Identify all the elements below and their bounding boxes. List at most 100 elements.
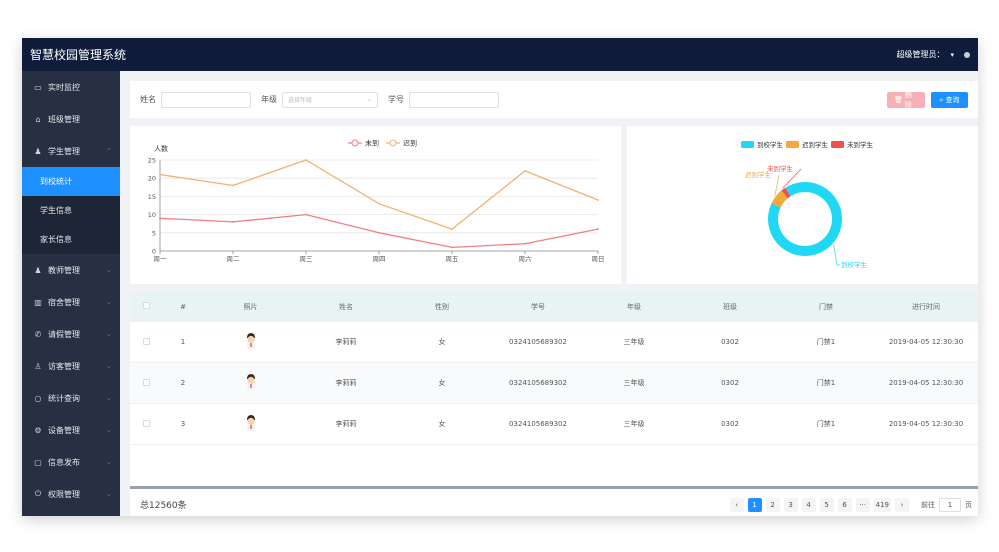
slice-label: 迟到学生 — [745, 170, 772, 179]
data-point — [524, 242, 526, 245]
y-tick-label: 25 — [148, 157, 156, 165]
avatar — [246, 374, 255, 390]
table-cell-student-no: 0324105689302 — [509, 338, 567, 346]
series-line-未到 — [159, 213, 599, 249]
row-checkbox[interactable] — [130, 419, 163, 429]
sidebar-item[interactable]: ○ 统计查询 ⌄ — [22, 382, 120, 414]
table-cell-student-no: 0324105689302 — [509, 420, 567, 428]
page-button[interactable]: 3 — [783, 498, 798, 512]
page-button[interactable]: 4 — [801, 498, 816, 512]
legend-label[interactable]: 到校学生 — [757, 140, 784, 149]
x-tick-label: 周五 — [446, 255, 460, 263]
chevron-down-icon[interactable]: ▾ — [950, 50, 954, 59]
user-menu[interactable]: 超级管理员： ▾ — [896, 49, 970, 60]
series-line-迟到 — [159, 159, 599, 230]
legend-marker[interactable] — [389, 139, 397, 147]
x-tick-label: 周日 — [592, 255, 605, 263]
column-header: 门禁 — [819, 302, 833, 311]
sidebar-item[interactable]: ▢ 信息发布 ⌄ — [22, 446, 120, 478]
row-checkbox[interactable] — [130, 337, 163, 347]
sidebar-item[interactable]: ⏻ 权限管理 ⌄ — [22, 478, 120, 510]
page-button[interactable]: 5 — [819, 498, 834, 512]
table-cell-gender: 女 — [438, 338, 446, 346]
user-label: 超级管理员： — [896, 50, 945, 59]
name-input[interactable] — [161, 91, 251, 108]
table-cell-class: 0302 — [721, 420, 739, 428]
table-cell-gender: 女 — [438, 420, 446, 428]
page-button[interactable]: 6 — [837, 498, 852, 512]
page-unit-label: 页 — [965, 501, 972, 509]
slice-未到学生[interactable] — [781, 187, 791, 199]
search-button[interactable]: ⌕ 查询 — [931, 92, 968, 108]
data-point — [159, 173, 161, 176]
column-header: 照片 — [243, 302, 258, 311]
trash-icon: 🗑 — [894, 96, 903, 104]
sidebar-item[interactable]: ♟ 学生管理 ⌃ — [22, 135, 120, 167]
sidebar-item[interactable]: ⚙ 设备管理 ⌄ — [22, 414, 120, 446]
filter-bar: 姓名 年级 选择年级 ⌄ 学号 🗑 删除 ⌕ 查询 — [130, 81, 978, 118]
grade-select[interactable]: 选择年级 ⌄ — [282, 91, 378, 108]
prev-page-button[interactable]: ‹ — [729, 498, 744, 512]
page-button[interactable]: 2 — [765, 498, 780, 512]
sidebar-item-label: 宿舍管理 — [48, 297, 80, 307]
avatar[interactable] — [964, 51, 970, 58]
sidebar-item-label: 权限管理 — [48, 489, 80, 499]
table-row[interactable]: 2 李莉莉 女 0324105689302 三年级 0302 门禁1 2019-04-05 1… — [130, 363, 978, 404]
select-all-checkbox[interactable] — [130, 302, 163, 311]
data-point — [524, 170, 526, 172]
slice-label: 未到学生 — [767, 164, 794, 173]
sidebar-item[interactable]: ⌂ 班级管理 — [22, 103, 120, 135]
sidebar-subitem[interactable]: 学生信息 — [22, 196, 120, 225]
page-button[interactable]: 1 — [747, 498, 762, 512]
sidebar-item-label: 统计查询 — [48, 393, 80, 403]
chevron-down-icon: ⌄ — [106, 490, 112, 498]
legend-swatch[interactable] — [831, 141, 844, 148]
sidebar: ▭ 实时监控 ⌂ 班级管理 ♟ 学生管理 ⌃ 到校统计 学生信息 家长信息 ♟ 教师管理 ⌄ ▥ 宿舍管理 ⌄… — [22, 71, 120, 516]
chevron-down-icon: ⌄ — [106, 266, 112, 274]
table-cell-time: 2019-04-05 12:30:30 — [888, 338, 964, 346]
data-point — [305, 159, 307, 161]
horizontal-scrollbar[interactable] — [130, 486, 978, 489]
chevron-down-icon: ⌄ — [106, 394, 112, 402]
student-no-input[interactable] — [409, 91, 499, 108]
table-cell-student-no: 0324105689302 — [509, 379, 567, 387]
app-title: 智慧校园管理系统 — [30, 48, 127, 62]
student-photo — [203, 414, 298, 434]
page-button[interactable]: 419 — [873, 498, 891, 512]
user-icon: ♟ — [34, 146, 42, 156]
total-count: 总12560条 — [140, 501, 187, 511]
sidebar-subitem[interactable]: 家长信息 — [22, 225, 120, 254]
x-tick-label: 周三 — [300, 255, 314, 263]
table-cell-time: 2019-04-05 12:30:30 — [888, 379, 964, 387]
sidebar-item[interactable]: ♙ 访客管理 ⌄ — [22, 350, 120, 382]
table-row[interactable]: 1 李莉莉 女 0324105689302 三年级 0302 门禁1 2019-04-05 1… — [130, 322, 978, 363]
sidebar-item[interactable]: ▥ 宿舍管理 ⌄ — [22, 286, 120, 318]
line-chart: 人数 0 5 10 15 20 25 周一 周二 周三 周四 周五 周六 周日 未到 迟到 — [148, 139, 605, 264]
legend-label[interactable]: 迟到学生 — [802, 140, 829, 149]
sidebar-item[interactable]: ▭ 实时监控 — [22, 71, 120, 103]
delete-button[interactable]: 🗑 删除 — [887, 91, 925, 109]
next-page-button[interactable]: › — [895, 498, 909, 512]
legend-marker[interactable] — [351, 139, 359, 147]
label-leader — [833, 244, 840, 266]
legend-label[interactable]: 未到学生 — [847, 140, 874, 149]
legend-label[interactable]: 未到 — [365, 139, 379, 148]
table-cell-index: 1 — [180, 338, 186, 346]
sidebar-subitem[interactable]: 到校统计 — [22, 167, 120, 196]
slice-迟到学生[interactable] — [771, 190, 788, 208]
page-button[interactable]: ··· — [855, 498, 870, 512]
legend-swatch[interactable] — [786, 141, 799, 148]
legend-label[interactable]: 迟到 — [403, 140, 417, 148]
row-checkbox[interactable] — [130, 378, 163, 388]
column-header: 学号 — [531, 302, 545, 311]
data-point — [451, 246, 453, 249]
table-row[interactable]: 3 李莉莉 女 0324105689302 三年级 0302 门禁1 2019-04-05 1… — [130, 404, 978, 445]
sidebar-item[interactable]: ♟ 教师管理 ⌄ — [22, 254, 120, 286]
legend-swatch[interactable] — [741, 141, 754, 148]
table-header: # 照片 姓名 性别 学号 年级 班级 门禁 进行时间 — [130, 291, 978, 322]
goto-page-input[interactable]: 1 — [939, 498, 961, 512]
table-cell-name: 李莉莉 — [335, 338, 357, 346]
sidebar-item[interactable]: ✆ 请假管理 ⌄ — [22, 318, 120, 350]
home-icon: ⌂ — [35, 114, 41, 124]
data-point — [378, 202, 380, 205]
